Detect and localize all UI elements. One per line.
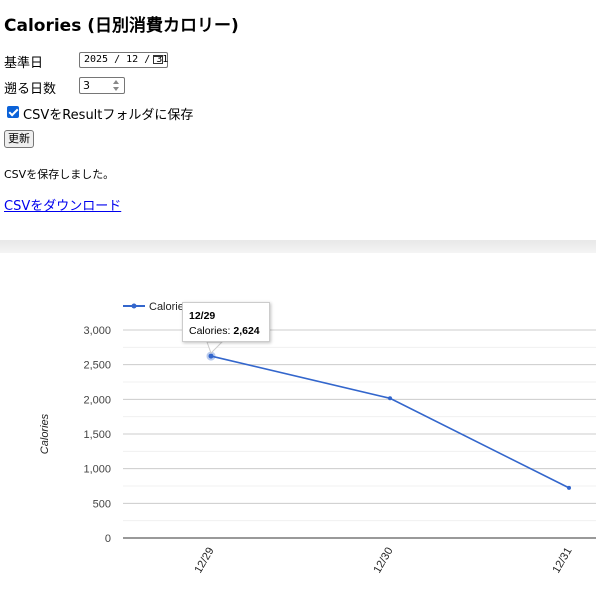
y-tick-label: 1,000 bbox=[83, 464, 111, 476]
data-point bbox=[567, 485, 571, 490]
csv-download-link[interactable]: CSVをダウンロード bbox=[4, 199, 122, 214]
y-tick-label: 1,500 bbox=[83, 429, 111, 441]
legend-marker bbox=[131, 303, 137, 309]
y-tick-label: 3,000 bbox=[83, 325, 111, 337]
x-tick-label: 12/31 bbox=[550, 546, 574, 576]
y-tick-label: 2,000 bbox=[83, 394, 111, 406]
base-date-label: 基準日 bbox=[4, 56, 44, 71]
y-tick-label: 0 bbox=[105, 533, 111, 545]
x-tick-label: 12/30 bbox=[371, 546, 395, 576]
legend-label: Calories bbox=[149, 301, 190, 313]
tooltip-pointer bbox=[206, 341, 224, 354]
tooltip-value: 2,624 bbox=[233, 325, 260, 337]
base-date-value: 2025 / 12 / 31 bbox=[84, 54, 169, 65]
data-point bbox=[388, 396, 392, 401]
number-spinner-icon[interactable] bbox=[112, 80, 121, 91]
tooltip-value-line: Calories: 2,624 bbox=[189, 325, 260, 337]
base-date-input[interactable]: 2025 / 12 / 31 bbox=[79, 52, 168, 68]
page-title: Calories (日別消費カロリー) bbox=[4, 16, 239, 36]
y-axis-title: Calories bbox=[39, 413, 51, 454]
tooltip-series: Calories: bbox=[189, 325, 234, 337]
section-divider bbox=[0, 240, 596, 253]
calories-series-line bbox=[210, 355, 570, 489]
y-tick-label: 2,500 bbox=[83, 360, 111, 372]
status-message: CSVを保存しました。 bbox=[4, 168, 115, 181]
x-tick-label: 12/29 bbox=[192, 546, 216, 576]
days-back-value: 3 bbox=[83, 79, 90, 92]
y-tick-label: 500 bbox=[93, 498, 111, 510]
data-point bbox=[208, 353, 214, 359]
days-back-input[interactable]: 3 bbox=[79, 77, 125, 94]
save-csv-checkbox[interactable] bbox=[7, 106, 19, 118]
calendar-icon[interactable] bbox=[153, 55, 163, 64]
save-csv-label[interactable]: CSVをResultフォルダに保存 bbox=[23, 108, 194, 123]
update-button[interactable]: 更新 bbox=[4, 130, 34, 148]
chart-tooltip: 12/29 Calories: 2,624 bbox=[182, 302, 270, 342]
calories-line-chart: 05001,0001,5002,0002,5003,000Calories12/… bbox=[39, 301, 596, 576]
tooltip-date: 12/29 bbox=[189, 310, 216, 322]
days-back-label: 遡る日数 bbox=[4, 82, 57, 97]
